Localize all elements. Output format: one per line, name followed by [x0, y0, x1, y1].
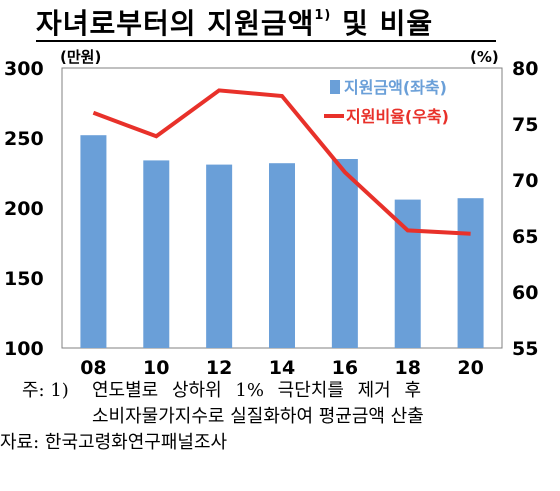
bar-support-amount: [269, 163, 295, 348]
y-right-tick-label: 65: [512, 226, 538, 248]
y-right-tick-label: 70: [512, 170, 538, 192]
x-tick-label: 18: [394, 357, 420, 378]
legend-line-label: 지원비율(우축): [346, 107, 449, 126]
chart-title: 자녀로부터의 지원금액1) 및 비율: [36, 2, 526, 40]
x-tick-label: 20: [457, 357, 483, 378]
bar-support-amount: [206, 164, 233, 348]
x-tick-label: 10: [143, 357, 169, 378]
bar-support-amount: [80, 135, 107, 348]
bar-support-amount: [143, 160, 170, 348]
title-underline: [36, 40, 496, 42]
y-right-tick-label: 80: [512, 58, 538, 80]
chart-title-main: 자녀로부터의 지원금액: [36, 7, 315, 40]
y-left-tick-label: 300: [4, 58, 44, 80]
note-line-2: 소비자물가지수로 실질화하여 평균금액 산출: [92, 406, 424, 427]
y-right-tick-label: 75: [512, 114, 538, 136]
legend-bar-swatch: [330, 80, 340, 94]
source-note: 자료: 한국고령화연구패널조사: [0, 432, 228, 453]
y-right-unit-label: (%): [470, 48, 499, 66]
chart-title-footnote-marker: 1): [314, 8, 332, 23]
y-left-tick-label: 100: [4, 338, 44, 360]
y-left-tick-label: 200: [4, 198, 44, 220]
x-tick-label: 14: [269, 357, 295, 378]
y-right-tick-label: 60: [512, 282, 538, 304]
note-prefix: 주: 1): [22, 380, 69, 401]
y-right-tick-label: 55: [512, 338, 538, 360]
y-left-tick-label: 250: [4, 128, 44, 150]
y-left-unit-label: (만원): [60, 48, 101, 66]
bar-support-amount: [457, 198, 484, 348]
bar-support-amount: [331, 159, 358, 348]
x-tick-label: 12: [206, 357, 232, 378]
note-line-1: 연도별로 상하위 1% 극단치를 제거 후: [92, 380, 422, 401]
x-tick-label: 08: [80, 357, 106, 378]
x-tick-label: 16: [332, 357, 358, 378]
chart-title-suffix: 및 비율: [342, 7, 434, 40]
line-support-ratio: [92, 88, 471, 236]
y-left-tick-label: 150: [4, 268, 44, 290]
legend-bar-label: 지원금액(좌축): [344, 78, 447, 97]
combo-chart: (만원) (%) 100 150 200 250 300 55 60 65 70 75 80 08 10 12…: [4, 48, 538, 378]
